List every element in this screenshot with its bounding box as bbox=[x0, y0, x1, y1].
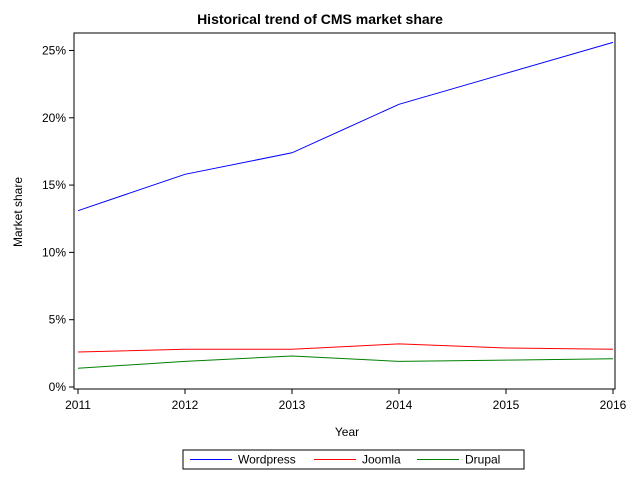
x-tick-label: 2013 bbox=[279, 398, 306, 412]
legend-box bbox=[182, 449, 525, 470]
x-tick-label: 2014 bbox=[386, 398, 413, 412]
series-line-drupal bbox=[77, 355, 614, 369]
x-tick-label: 2015 bbox=[493, 398, 520, 412]
y-tick-label: 0% bbox=[49, 380, 67, 394]
series-line-joomla bbox=[77, 343, 614, 353]
legend-label-wordpress: Wordpress bbox=[238, 453, 296, 467]
x-axis: 2011 2012 2013 2014 2015 2016 bbox=[65, 389, 627, 412]
legend-label-drupal: Drupal bbox=[465, 453, 500, 467]
series-line-wordpress bbox=[77, 41, 614, 212]
y-tick-label: 25% bbox=[42, 43, 66, 57]
x-tick-label: 2011 bbox=[65, 398, 91, 412]
x-axis-title: Year bbox=[335, 425, 359, 439]
x-tick-label: 2016 bbox=[600, 398, 627, 412]
plot-frame bbox=[73, 32, 616, 390]
y-tick-label: 15% bbox=[42, 178, 66, 192]
x-tick-label: 2012 bbox=[172, 398, 199, 412]
y-axis: 0% 5% 10% 15% 20% 25% bbox=[42, 43, 74, 394]
chart-title: Historical trend of CMS market share bbox=[197, 11, 443, 27]
y-tick-label: 20% bbox=[42, 111, 66, 125]
legend-label-joomla: Joomla bbox=[362, 453, 401, 467]
legend: Wordpress Joomla Drupal bbox=[182, 449, 525, 470]
y-tick-label: 5% bbox=[49, 313, 67, 327]
y-axis-title: Market share bbox=[11, 177, 25, 247]
series-lines bbox=[77, 41, 614, 369]
y-tick-label: 10% bbox=[42, 245, 66, 259]
